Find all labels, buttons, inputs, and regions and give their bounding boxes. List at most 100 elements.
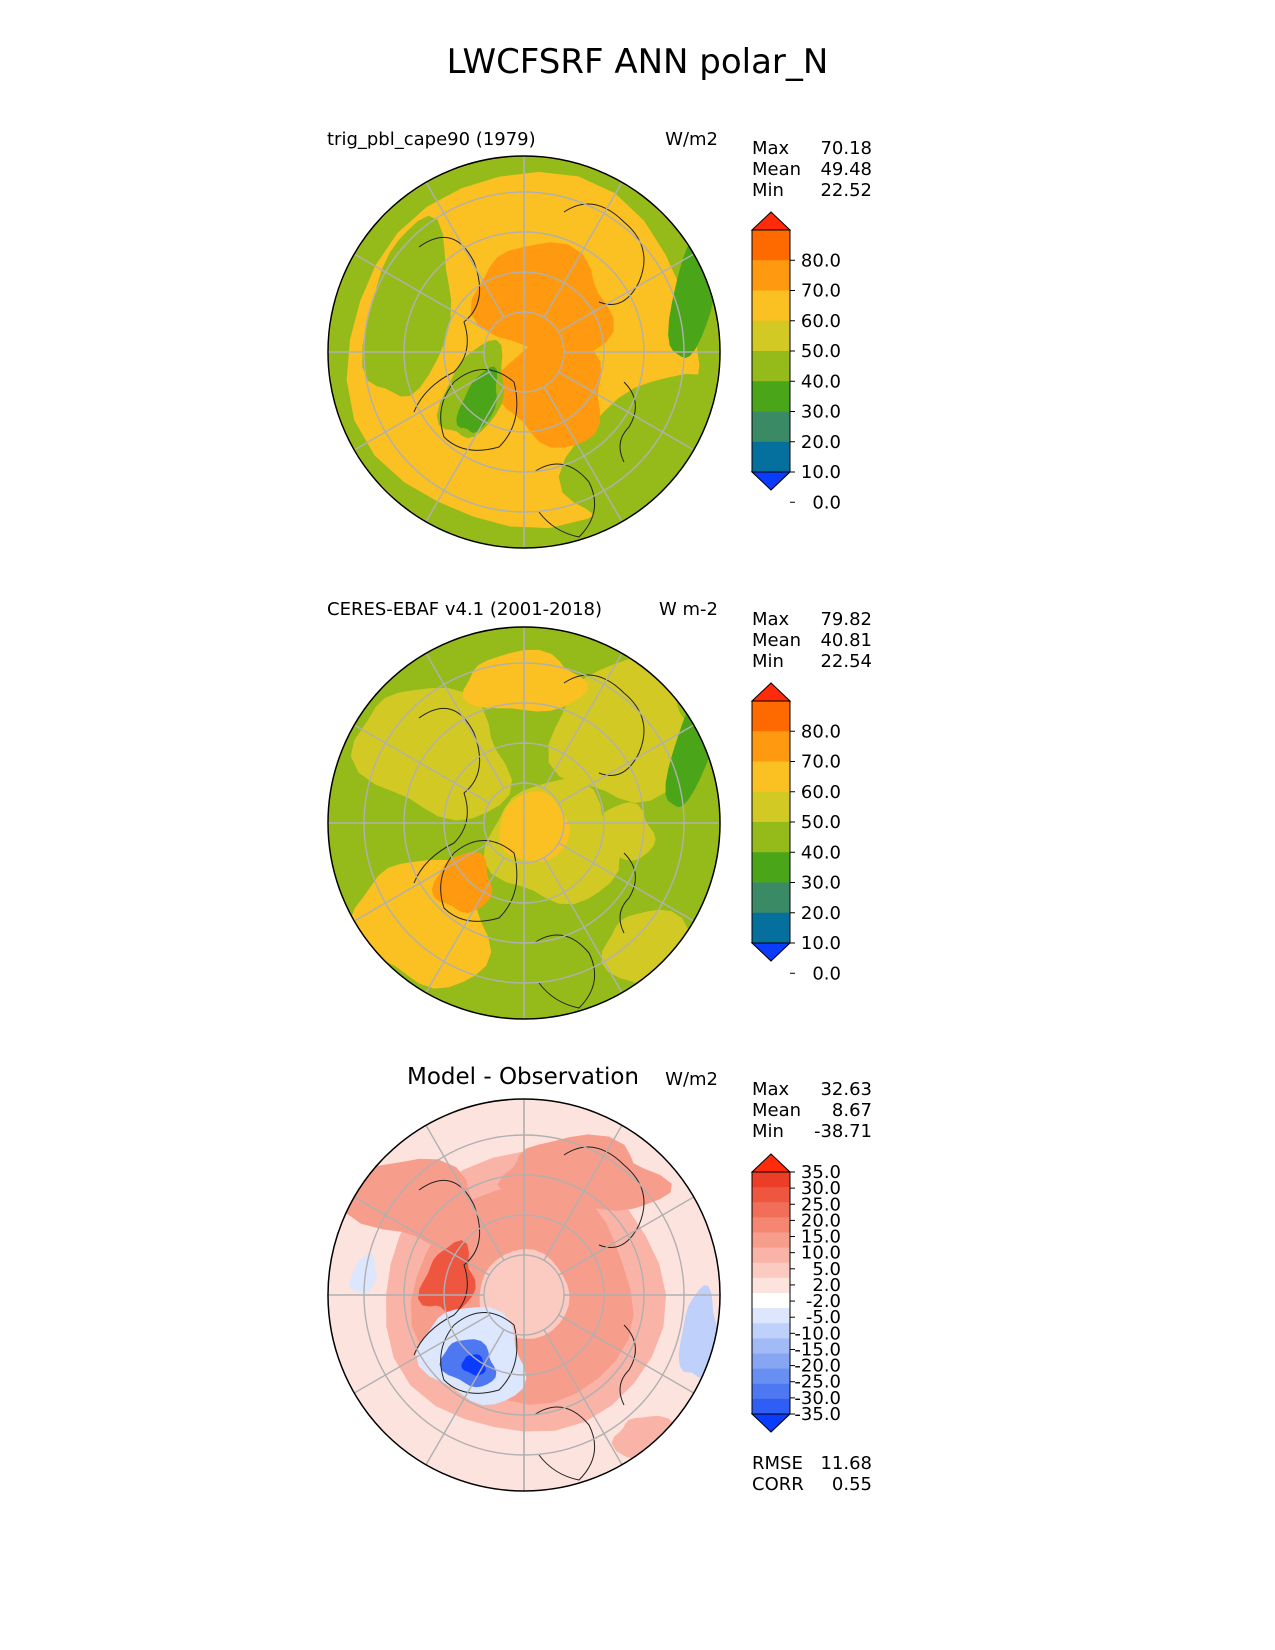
colorbar-bin [752, 1383, 790, 1400]
colorbar-bin [752, 1398, 790, 1415]
colorbar-tick-label: 10.0 [801, 933, 841, 954]
colorbar-tick-label: -15.0 [794, 1339, 841, 1360]
colorbar-extend-top [750, 211, 792, 231]
field-region [499, 791, 571, 862]
test-panel-title: trig_pbl_cape90 (1979) [327, 129, 536, 150]
ref-polar-map [327, 626, 721, 1020]
colorbar-bin [752, 1217, 790, 1233]
colorbar-tick-label: 40.0 [801, 371, 841, 392]
colorbar-bin [752, 320, 790, 352]
colorbar-tick-label: 2.0 [812, 1275, 841, 1296]
colorbar-bin [752, 1202, 790, 1218]
colorbar-extend-bottom [750, 942, 792, 962]
colorbar-tick-label: 5.0 [812, 1259, 841, 1280]
colorbar-extend-bottom [750, 471, 792, 491]
colorbar-tick-label: 60.0 [801, 782, 841, 803]
field-region [349, 1253, 377, 1294]
meridian-line [353, 1314, 490, 1394]
meridian-line [543, 181, 623, 318]
colorbar-tick-label: 10.0 [801, 462, 841, 483]
colorbar-bin [752, 1293, 790, 1309]
meridian-line [425, 1124, 505, 1261]
colorbar-bin [752, 1338, 790, 1354]
coastline [619, 1324, 636, 1406]
meridian-line [558, 842, 695, 922]
meridian-line [543, 857, 623, 994]
colorbar-bin [752, 822, 790, 853]
meridian-line [558, 1314, 695, 1394]
colorbar-tick-label: 30.0 [801, 1178, 841, 1199]
coastline [563, 674, 645, 776]
coastline [413, 1180, 481, 1356]
ref-panel-units: W m-2 [658, 599, 718, 620]
coastline [563, 1146, 645, 1248]
colorbar-tick-label: 50.0 [801, 812, 841, 833]
colorbar-frame [751, 1171, 791, 1415]
meridian-line [353, 371, 490, 451]
diff-panel-title: Model - Observation [406, 1064, 640, 1090]
colorbar-bin [752, 1353, 790, 1370]
colorbar-extend-bottom [750, 1413, 792, 1433]
colorbar-tick-label: -35.0 [794, 1404, 841, 1425]
meridian-line [558, 724, 695, 804]
test-polar-map [327, 155, 721, 549]
test-colorbar: 80.0 70.0 60.0 50.0 40.0 30.0 20.0 10.0 0.0 [750, 211, 841, 513]
colorbar-bin [752, 1368, 790, 1385]
colorbar-tick-label: 0.0 [812, 963, 841, 984]
colorbar-extend-top [750, 1153, 792, 1173]
meridian-line [558, 253, 695, 333]
colorbar-bin [752, 351, 790, 382]
coastline [533, 463, 596, 538]
map-border [327, 155, 721, 549]
meridian-line [353, 253, 490, 333]
colorbar-bin [752, 290, 790, 322]
colorbar-bin [752, 1277, 790, 1294]
ref-panel-title: CERES-EBAF v4.1 (2001-2018) [327, 599, 603, 620]
colorbar-tick-label: 70.0 [801, 281, 841, 302]
colorbar-bin [752, 1308, 790, 1324]
coastline [440, 1312, 518, 1394]
colorbar-tick-label: 40.0 [801, 842, 841, 863]
meridian-line [353, 1196, 490, 1276]
coastline [619, 381, 636, 463]
meridian-line [543, 1124, 623, 1261]
colorbar-bin [752, 701, 790, 732]
colorbar-bin [752, 441, 790, 473]
field-region [344, 1158, 505, 1252]
colorbar-bin [752, 1232, 790, 1249]
field-region [470, 242, 614, 361]
colorbar-extend-top [750, 682, 792, 702]
coastline [533, 1406, 596, 1481]
diff-panel-units: W/m2 [665, 1069, 718, 1090]
colorbar-tick-label: -5.0 [806, 1307, 841, 1328]
colorbar-bin [752, 791, 790, 823]
meridian-line [543, 1329, 623, 1466]
colorbar-tick-label: 50.0 [801, 341, 841, 362]
colorbar-bin [752, 230, 790, 261]
colorbar-tick-label: -2.0 [806, 1291, 841, 1312]
coastline [413, 237, 481, 413]
colorbar-bin [752, 852, 790, 883]
coastline [619, 852, 636, 934]
colorbar-tick-label: 80.0 [801, 721, 841, 742]
field-region [497, 1134, 672, 1211]
colorbar-tick-label: 20.0 [801, 432, 841, 453]
colorbar-bin [752, 761, 790, 793]
map-border [327, 626, 721, 1020]
meridian-line [425, 652, 505, 789]
colorbar-bin [752, 1323, 790, 1339]
ref-colorbar: 80.0 70.0 60.0 50.0 40.0 30.0 20.0 10.0 0.0 [750, 682, 841, 984]
colorbar-tick-label: 35.0 [801, 1162, 841, 1183]
coastline [440, 369, 518, 451]
colorbar-tick-label: 30.0 [801, 402, 841, 423]
map-border [327, 1098, 721, 1492]
colorbar-tick-label: -25.0 [794, 1372, 841, 1393]
test-panel-units: W/m2 [665, 129, 718, 150]
meridian-line [353, 724, 490, 804]
field-region [592, 802, 656, 861]
colorbar-tick-label: -10.0 [794, 1323, 841, 1344]
colorbar-bin [752, 1172, 790, 1188]
colorbar-tick-label: 15.0 [801, 1227, 841, 1248]
colorbar-tick-label: 25.0 [801, 1194, 841, 1215]
colorbar-bin [752, 912, 790, 944]
